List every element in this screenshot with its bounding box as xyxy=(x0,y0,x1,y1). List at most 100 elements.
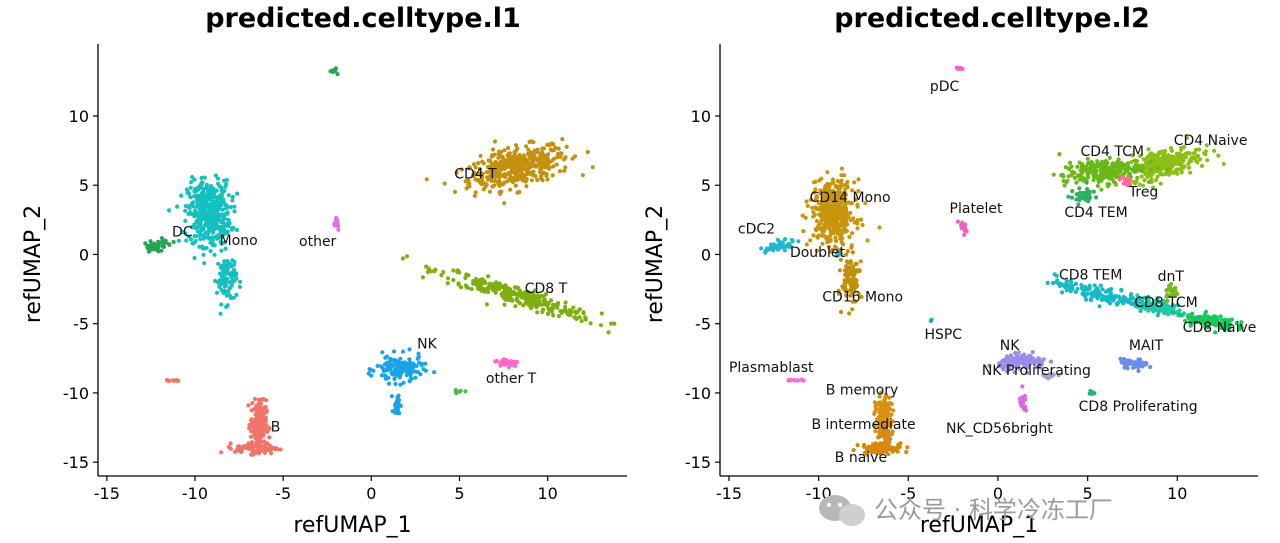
point xyxy=(895,445,900,450)
point xyxy=(480,279,485,284)
point xyxy=(266,427,271,432)
point xyxy=(1060,290,1065,295)
point xyxy=(822,187,827,192)
point xyxy=(1139,174,1144,179)
point xyxy=(873,429,878,434)
point xyxy=(515,146,520,151)
point xyxy=(1056,373,1061,378)
point xyxy=(821,199,827,204)
cluster-label-cd8-naive: CD8 Naive xyxy=(1183,320,1257,336)
point xyxy=(843,287,848,292)
point xyxy=(1229,317,1234,322)
cluster-cd14-mono xyxy=(800,166,882,264)
point xyxy=(1001,367,1006,372)
point xyxy=(202,261,207,266)
cluster-b-intermediate xyxy=(876,418,895,447)
point xyxy=(786,377,792,382)
point xyxy=(1073,281,1078,286)
point xyxy=(847,278,853,283)
point xyxy=(198,198,203,203)
point xyxy=(478,180,483,185)
point xyxy=(843,200,848,205)
point xyxy=(514,297,519,302)
point xyxy=(471,278,476,284)
point xyxy=(215,211,220,216)
point xyxy=(458,285,464,290)
cluster-cd4-tcm xyxy=(1051,152,1170,192)
point xyxy=(1154,161,1159,167)
point xyxy=(1023,404,1028,409)
point xyxy=(799,377,804,382)
point xyxy=(173,378,179,383)
point xyxy=(259,440,264,445)
point xyxy=(525,158,530,163)
watermark: 公众号 · 科学冷冻工厂 xyxy=(819,495,1113,526)
point xyxy=(419,363,424,368)
point xyxy=(563,165,568,170)
point xyxy=(533,298,538,303)
point xyxy=(535,177,540,183)
point xyxy=(1057,152,1062,157)
point xyxy=(865,447,870,453)
point xyxy=(1004,360,1010,365)
point xyxy=(1123,162,1128,167)
point xyxy=(210,228,215,234)
y-tick-label: -15 xyxy=(63,453,89,472)
point xyxy=(508,177,513,182)
point xyxy=(555,302,560,307)
point xyxy=(237,447,242,452)
point xyxy=(225,223,230,228)
point xyxy=(212,243,217,248)
point xyxy=(834,246,839,251)
point xyxy=(1023,355,1028,360)
point xyxy=(198,222,203,227)
cluster-label-platelet: Platelet xyxy=(950,201,1004,217)
cluster-label-treg: Treg xyxy=(1128,184,1158,200)
point xyxy=(1077,160,1082,165)
point xyxy=(527,303,532,308)
point xyxy=(413,363,418,368)
point xyxy=(1127,359,1132,365)
point xyxy=(539,302,544,307)
point xyxy=(1061,178,1066,184)
point xyxy=(175,204,180,209)
point xyxy=(881,426,886,431)
point xyxy=(813,205,818,210)
cluster-doublet xyxy=(834,250,844,259)
point xyxy=(1128,296,1133,301)
point xyxy=(821,213,827,218)
point xyxy=(1166,304,1171,309)
point xyxy=(877,394,882,399)
point xyxy=(252,423,257,428)
point xyxy=(814,248,820,253)
point xyxy=(1041,372,1046,378)
point xyxy=(212,208,217,213)
point xyxy=(1145,155,1150,160)
point xyxy=(825,170,830,175)
point xyxy=(549,158,555,163)
point xyxy=(1062,183,1067,188)
point xyxy=(213,173,218,178)
point xyxy=(839,217,845,222)
point xyxy=(424,177,429,182)
x-tick-label: 0 xyxy=(993,484,1003,503)
point xyxy=(1121,181,1126,186)
point xyxy=(394,371,399,377)
point xyxy=(446,276,451,281)
point xyxy=(1203,325,1208,330)
cluster-label-b-memory: B memory xyxy=(826,382,899,398)
point xyxy=(531,155,536,160)
points-layer xyxy=(759,65,1244,457)
point xyxy=(1025,363,1030,368)
point xyxy=(883,392,889,397)
point xyxy=(196,187,201,192)
point xyxy=(804,242,809,247)
point xyxy=(467,184,472,189)
point xyxy=(581,310,586,315)
cluster-label-other-t: other T xyxy=(486,371,537,387)
point xyxy=(224,278,229,283)
point xyxy=(255,423,260,428)
point xyxy=(1095,183,1100,189)
point xyxy=(1130,153,1135,158)
point xyxy=(451,277,456,283)
